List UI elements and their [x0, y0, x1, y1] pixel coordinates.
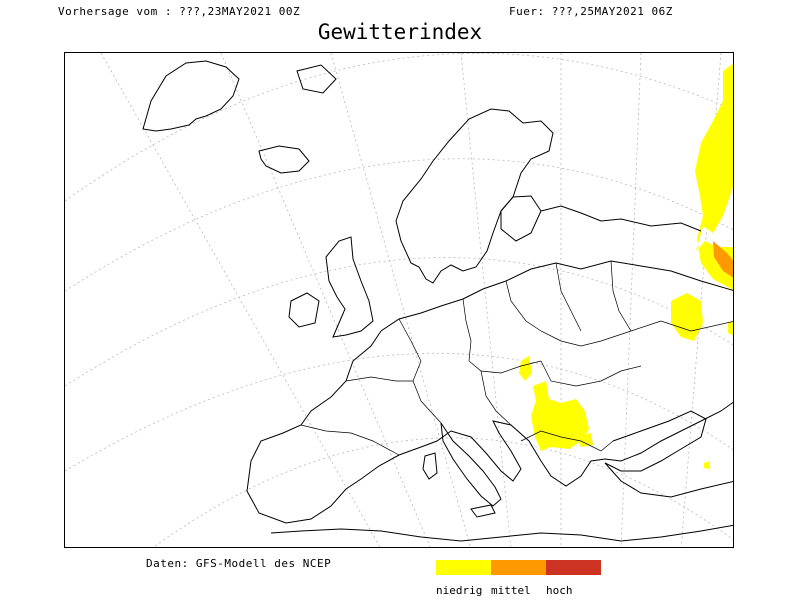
risk-areas [519, 63, 733, 469]
forecast-valid-time: Fuer: ???,25MAY2021 06Z [509, 5, 673, 18]
legend-label-high: hoch [546, 584, 573, 597]
graticule [65, 53, 733, 547]
risk-area-ukraine-low [671, 293, 703, 341]
risk-area-russia-medium [713, 241, 733, 278]
risk-area-greece-low [576, 433, 593, 447]
forecast-init-time: Vorhersage vom : ???,23MAY2021 00Z [58, 5, 301, 18]
legend-label-low: niedrig [436, 584, 483, 597]
data-source-credit: Daten: GFS-Modell des NCEP [146, 557, 332, 570]
country-borders [300, 260, 733, 456]
risk-area-russia-low [695, 63, 733, 290]
legend-swatch-high [546, 560, 601, 575]
legend-swatch-low [436, 560, 491, 575]
coastlines [142, 60, 733, 542]
risk-area-hungary-low [519, 356, 532, 381]
europe-map [65, 53, 733, 547]
risk-area-balkans-low [531, 381, 589, 451]
map-title: Gewitterindex [317, 20, 483, 44]
legend-swatch-medium [491, 560, 546, 575]
risk-area-turkey-low [704, 461, 710, 469]
risk-area-ukraine-low-2 [728, 321, 733, 336]
legend-label-medium: mittel [491, 584, 531, 597]
map-frame [64, 52, 734, 548]
